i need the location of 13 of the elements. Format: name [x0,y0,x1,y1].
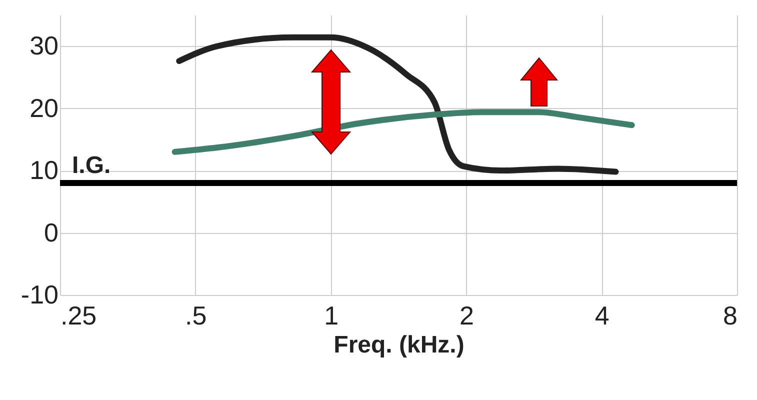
x-tick-label: 8 [723,300,738,330]
x-tick-label: 2 [459,300,474,330]
x-tick-label: 1 [324,300,339,330]
x-tick-label: 4 [594,300,610,330]
y-tick-label: 0 [44,217,58,248]
y-tick-label: 20 [30,92,58,123]
ref-line-label: I.G. [72,152,111,179]
x-tick-label: .5 [185,300,207,330]
y-tick-label: -10 [20,280,58,310]
x-axis-title: Freq. (kHz.) [334,332,464,358]
x-tick-label: .25 [60,300,97,330]
y-tick-label: 30 [30,30,58,61]
y-tick-label: 10 [30,155,58,186]
